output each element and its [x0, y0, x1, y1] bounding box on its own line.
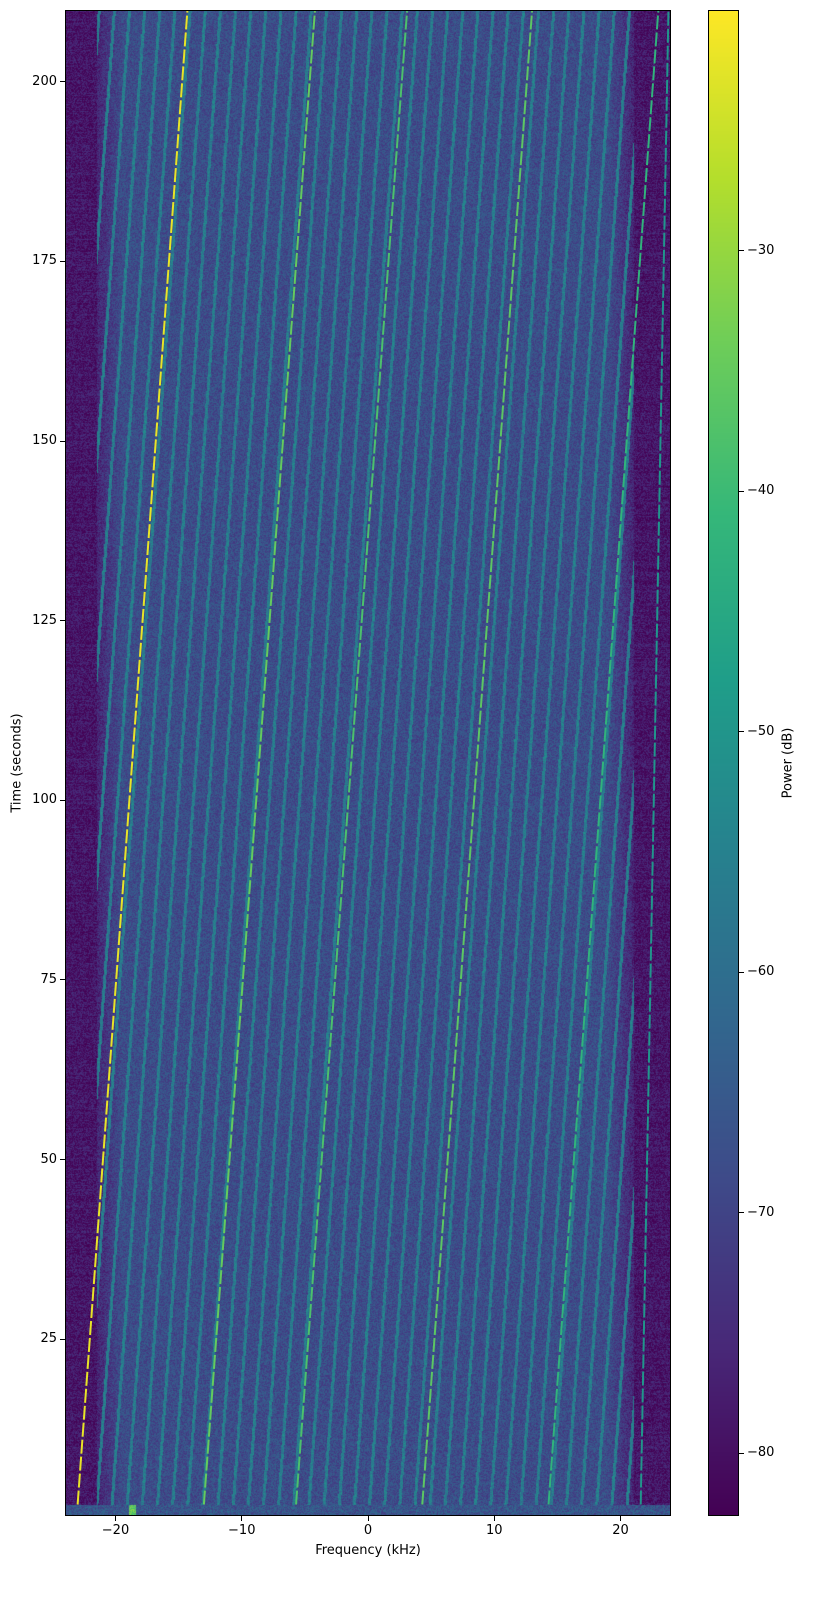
x-tick-label: −10: [228, 1523, 256, 1538]
x-tick-label: 10: [485, 1523, 503, 1538]
colorbar-label: Power (dB): [780, 727, 796, 799]
colorbar-tick-label: −70: [747, 1204, 775, 1220]
colorbar-tick-label: −40: [747, 483, 775, 499]
y-tick-label: 50: [40, 1151, 57, 1167]
spectrogram-image: [65, 10, 671, 1516]
y-tick-mark: [60, 620, 65, 622]
colorbar-tick-mark: [739, 490, 744, 492]
y-tick-label: 75: [40, 971, 57, 987]
y-tick-label: 100: [32, 792, 57, 808]
x-tick-label: −20: [101, 1523, 130, 1538]
y-tick-mark: [60, 440, 65, 442]
y-tick-mark: [60, 979, 65, 981]
colorbar: [708, 10, 739, 1516]
y-tick-label: 200: [32, 73, 57, 89]
spectral-line-4: [547, 10, 660, 1505]
y-axis-label: Time (seconds): [9, 713, 25, 813]
spectral-line-3: [421, 10, 534, 1505]
y-tick-label: 175: [32, 253, 57, 269]
colorbar-tick-mark: [739, 1452, 744, 1454]
colorbar-tick-mark: [739, 971, 744, 973]
x-tick-mark: [620, 1516, 621, 1521]
strong-lines-layer: [76, 10, 670, 1505]
colorbar-tick-mark: [739, 250, 744, 252]
y-tick-mark: [60, 81, 65, 83]
y-tick-label: 25: [40, 1331, 57, 1347]
y-tick-mark: [60, 1338, 65, 1340]
x-tick-label: 20: [612, 1523, 629, 1538]
x-tick-mark: [493, 1516, 495, 1521]
spectrogram-plot-area: [65, 10, 671, 1516]
x-tick-mark: [241, 1516, 243, 1521]
x-tick-mark: [115, 1516, 116, 1521]
y-tick-mark: [60, 260, 65, 262]
x-tick-mark: [367, 1516, 369, 1521]
colorbar-tick-label: −80: [747, 1445, 775, 1461]
x-tick-label: 0: [363, 1523, 373, 1538]
colorbar-tick-mark: [739, 731, 744, 733]
y-tick-label: 125: [32, 612, 57, 628]
y-tick-mark: [60, 799, 65, 801]
colorbar-tick-mark: [739, 1212, 744, 1214]
colorbar-tick-label: −60: [747, 964, 775, 980]
y-tick-mark: [60, 1159, 65, 1161]
colorbar-gradient: [709, 11, 738, 1515]
x-axis-label: Frequency (kHz): [315, 1543, 421, 1558]
spectral-line-0: [76, 10, 189, 1505]
spectral-line-5: [639, 10, 670, 1505]
colorbar-tick-label: −30: [747, 242, 775, 258]
spectral-line-1: [202, 10, 316, 1505]
y-tick-label: 150: [32, 433, 57, 449]
spectral-line-2: [295, 10, 409, 1505]
colorbar-tick-label: −50: [747, 723, 775, 739]
